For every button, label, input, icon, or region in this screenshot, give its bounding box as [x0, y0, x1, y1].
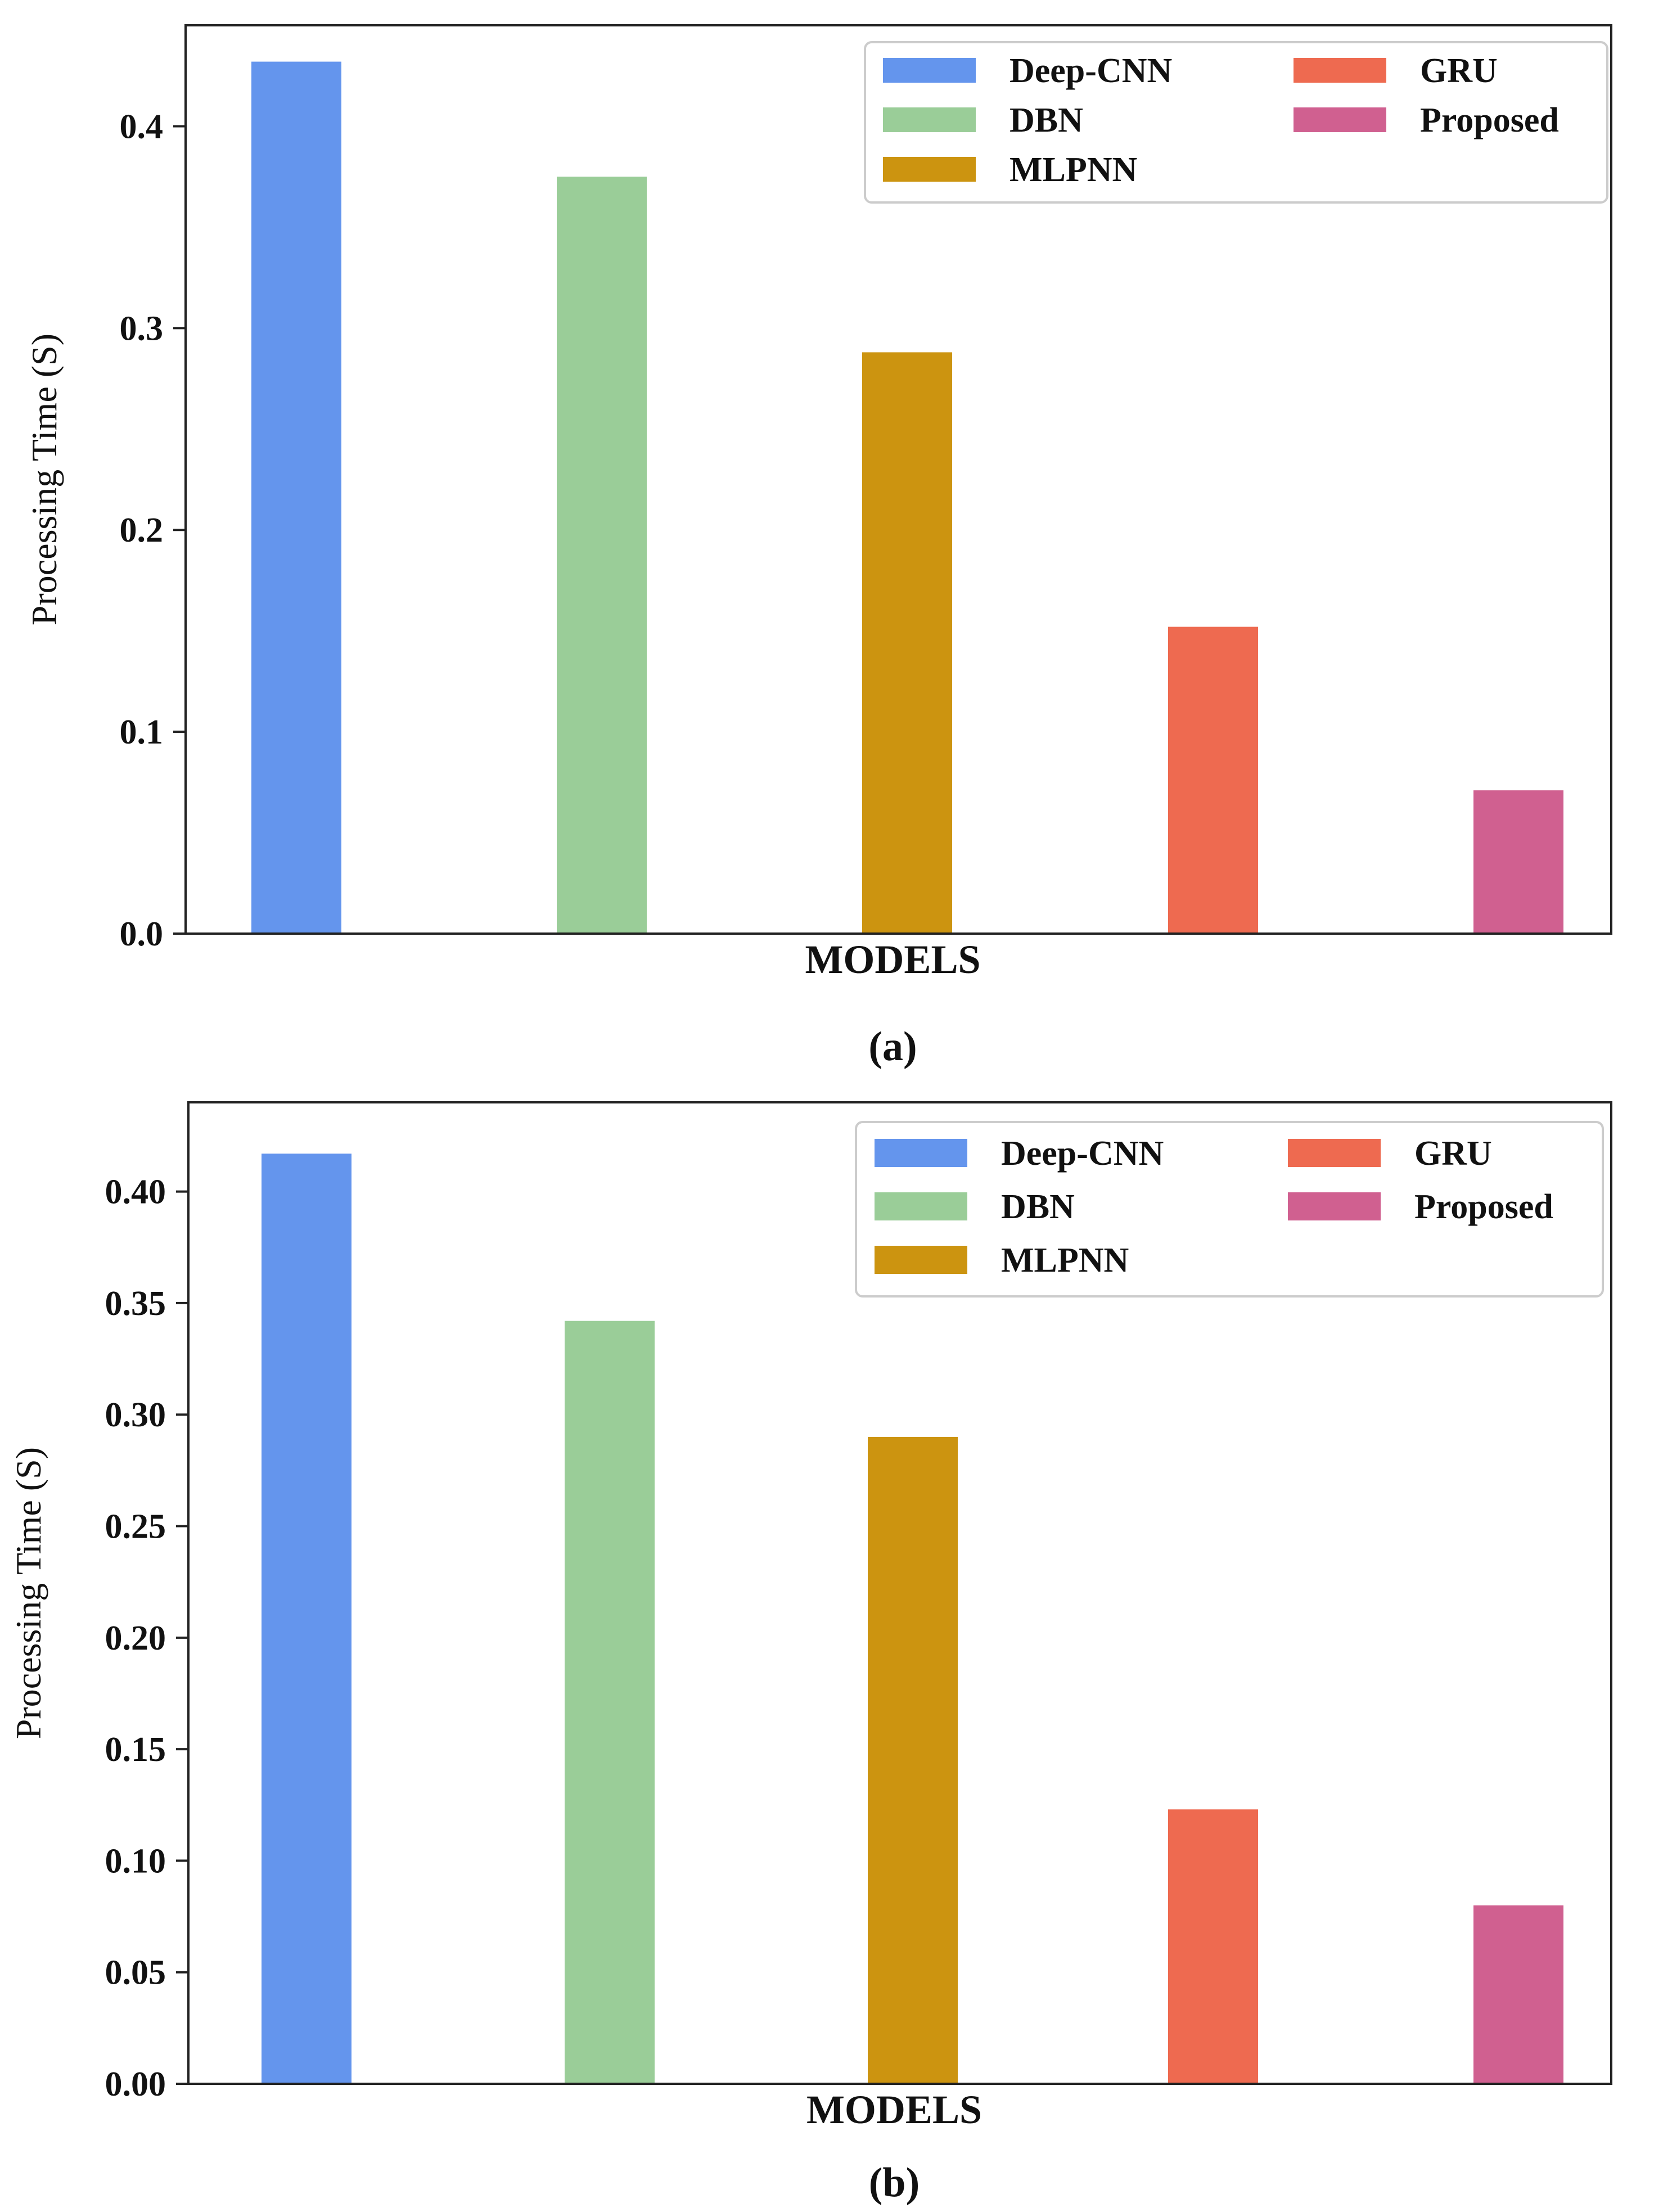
- legend-label: MLPNN: [1001, 1241, 1129, 1280]
- y-axis-title: Processing Time (S): [24, 334, 64, 625]
- panel-caption: (a): [868, 1024, 917, 1070]
- legend-label: Deep-CNN: [1001, 1134, 1164, 1173]
- chart-panel-a: 0.0 0.1 0.2 0.3 0.4 Processing Time (S) MODELS…: [24, 24, 1612, 1070]
- y-tick-label: 0.40: [105, 1173, 166, 1211]
- x-axis-title: MODELS: [806, 2087, 982, 2132]
- legend-label: GRU: [1420, 52, 1498, 90]
- bar-deep-cnn: [262, 1154, 351, 2084]
- legend-label: Deep-CNN: [1009, 52, 1172, 90]
- legend-label: MLPNN: [1009, 151, 1137, 189]
- legend-label: Proposed: [1414, 1188, 1553, 1226]
- y-tick-label: 0.25: [105, 1508, 166, 1546]
- legend-swatch: [883, 107, 976, 132]
- legend-swatch: [875, 1246, 967, 1274]
- y-tick-label: 0.20: [105, 1619, 166, 1657]
- bar-gru: [1168, 1809, 1258, 2084]
- y-tick-label: 0.1: [120, 713, 164, 751]
- y-tick-label: 0.2: [120, 511, 164, 549]
- bar-dbn: [565, 1321, 655, 2084]
- legend-swatch: [1288, 1192, 1381, 1220]
- chart-panel-b: 0.00 0.05 0.10 0.15 0.20 0.25 0.30 0.35 0.40 Proc…: [8, 1101, 1612, 2206]
- legend-swatch: [883, 157, 976, 182]
- bar-mlpnn: [862, 352, 952, 934]
- bar-proposed: [1473, 790, 1563, 934]
- bar-deep-cnn: [251, 61, 341, 934]
- bar-gru: [1168, 627, 1258, 934]
- legend-swatch: [875, 1139, 967, 1167]
- bar-dbn: [557, 177, 647, 934]
- plot-frame: [187, 1101, 1612, 2085]
- legend-swatch: [883, 58, 976, 83]
- y-tick-label: 0.15: [105, 1731, 166, 1769]
- panel-caption: (b): [869, 2160, 920, 2206]
- legend: Deep-CNN DBN MLPNN GRU Proposed: [864, 41, 1608, 204]
- y-tick-label: 0.3: [120, 309, 164, 348]
- legend-label: Proposed: [1420, 101, 1559, 139]
- legend-box: [864, 41, 1608, 204]
- legend: Deep-CNN DBN MLPNN GRU Proposed: [855, 1121, 1604, 1298]
- bar-mlpnn: [868, 1436, 958, 2084]
- legend-label: GRU: [1414, 1134, 1492, 1173]
- y-tick-label: 0.05: [105, 1954, 166, 1992]
- y-tick-label: 0.0: [120, 915, 164, 953]
- y-tick-label: 0.00: [105, 2065, 166, 2103]
- bar-proposed: [1473, 1905, 1563, 2084]
- legend-swatch: [1294, 58, 1386, 83]
- y-tick-label: 0.35: [105, 1285, 166, 1323]
- x-axis-title: MODELS: [805, 937, 980, 982]
- legend-swatch: [875, 1192, 967, 1220]
- legend-label: DBN: [1009, 101, 1083, 139]
- legend-swatch: [1294, 107, 1386, 132]
- plot-frame: [184, 24, 1612, 935]
- y-tick-label: 0.30: [105, 1396, 166, 1434]
- legend-label: DBN: [1001, 1188, 1075, 1226]
- legend-box: [855, 1121, 1604, 1298]
- legend-swatch: [1288, 1139, 1381, 1167]
- y-axis-title: Processing Time (S): [8, 1447, 48, 1739]
- y-tick-label: 0.10: [105, 1842, 166, 1880]
- y-tick-label: 0.4: [120, 107, 164, 146]
